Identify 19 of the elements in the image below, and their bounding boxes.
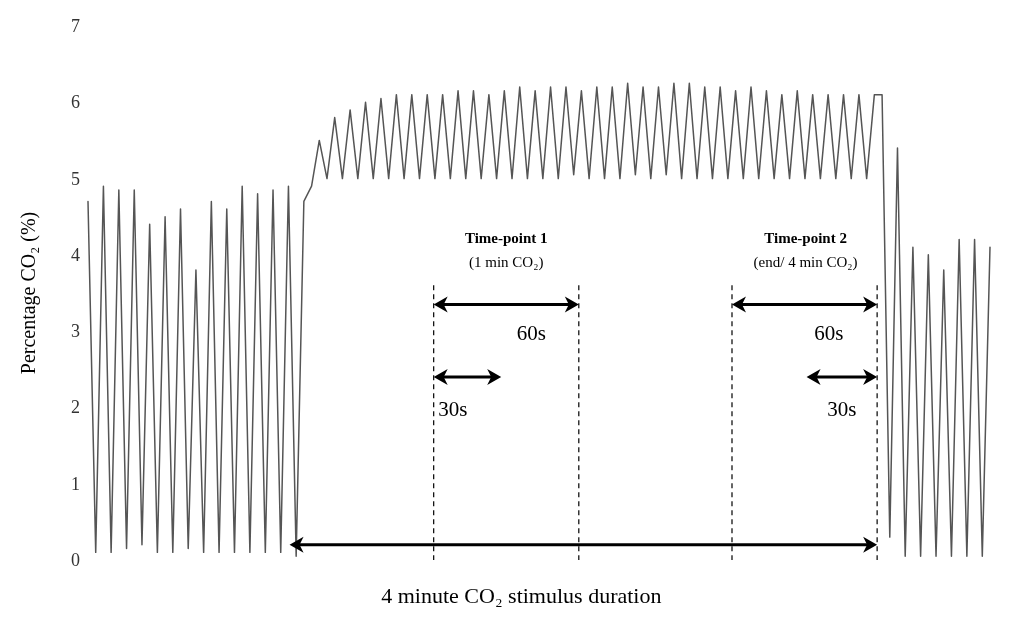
annotation: 60s <box>516 320 547 345</box>
annotation: Time-point 2 <box>764 230 847 247</box>
annotation: 30s <box>438 397 468 422</box>
text: 4 minute CO₂ stimulus duration <box>381 583 662 609</box>
y-tick-label: 6 <box>71 92 80 113</box>
y-tick-label: 4 <box>71 244 80 265</box>
y-axis-title: Percentage CO₂ (%) <box>17 211 40 375</box>
y-tick-label: 5 <box>71 168 80 189</box>
annotation: (1 min CO₂) <box>469 254 544 272</box>
y-tick-label: 0 <box>71 550 80 570</box>
annotation: (end/ 4 min CO₂) <box>753 254 858 272</box>
y-tick-label: 2 <box>71 397 80 418</box>
y-tick-label: 7 <box>71 16 80 36</box>
y-tick-label: 3 <box>71 321 80 342</box>
line-series <box>87 82 991 557</box>
annotation: 30s <box>827 397 857 422</box>
y-tick-label: 1 <box>71 473 80 494</box>
annotation: 60s <box>814 320 844 345</box>
annotation: Time-point 1 <box>464 230 548 247</box>
